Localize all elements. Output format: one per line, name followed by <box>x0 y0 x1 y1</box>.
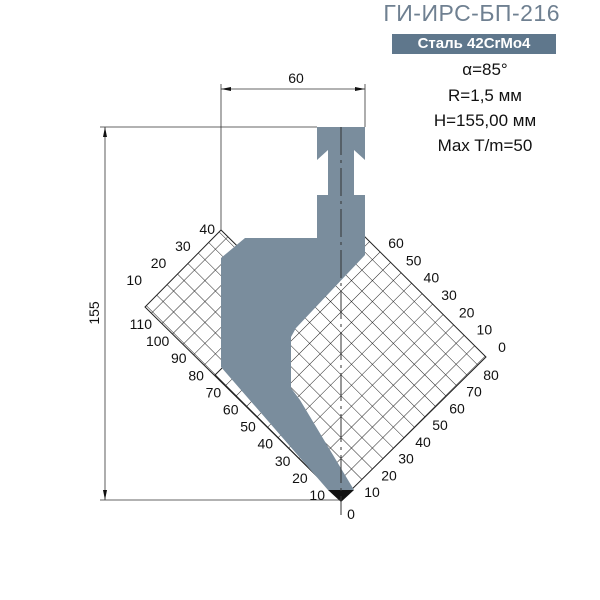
scale-label: 60 <box>449 400 465 416</box>
scale-label: 20 <box>381 467 397 483</box>
spec-max-load: Max T/m=50 <box>437 136 533 155</box>
spec-height: H=155,00 мм <box>433 111 537 130</box>
scale-label: 30 <box>275 453 291 469</box>
scale-label: 20 <box>459 304 475 320</box>
scale-label: 60 <box>388 235 404 251</box>
scale-label: 10 <box>364 484 380 500</box>
dimension-height-label: 155 <box>86 301 102 325</box>
scale-label: 20 <box>292 470 308 486</box>
punch-profile <box>221 127 365 490</box>
material-badge: Сталь 42CrMo4 <box>392 34 556 54</box>
arrow-icon <box>103 127 107 137</box>
scale-label: 40 <box>258 436 274 452</box>
arrow-icon <box>103 490 107 500</box>
scale-label: 10 <box>477 322 493 338</box>
scale-label: 100 <box>146 333 170 349</box>
scale-label: 50 <box>406 252 422 268</box>
scale-label: 80 <box>483 367 499 383</box>
dimension-width-label: 60 <box>288 70 304 86</box>
scale-label: 10 <box>309 487 325 503</box>
scale-label: 40 <box>415 434 431 450</box>
scale-label: 10 <box>126 272 142 288</box>
scale-label: 30 <box>441 287 457 303</box>
scale-label: 50 <box>240 419 256 435</box>
scale-label: 20 <box>151 255 167 271</box>
scale-label: 70 <box>466 384 482 400</box>
scale-label: 60 <box>223 402 239 418</box>
scale-label: 40 <box>199 221 215 237</box>
spec-angle: α=85° <box>462 60 508 79</box>
tool-code-title: ГИ-ИРС-БП-216 <box>383 0 560 26</box>
scale-label: 80 <box>188 367 204 383</box>
scale-label: 40 <box>424 270 440 286</box>
scale-origin-label: 0 <box>347 506 355 522</box>
scale-label: 30 <box>175 238 191 254</box>
spec-radius: R=1,5 мм <box>448 86 522 105</box>
arrow-icon <box>355 87 365 91</box>
scale-label: 0 <box>498 339 506 355</box>
scale-label: 50 <box>432 417 448 433</box>
scale-label: 70 <box>206 384 222 400</box>
arrow-icon <box>221 87 231 91</box>
scale-label: 30 <box>398 451 414 467</box>
scale-label: 110 <box>130 316 153 332</box>
scale-label: 90 <box>171 350 187 366</box>
